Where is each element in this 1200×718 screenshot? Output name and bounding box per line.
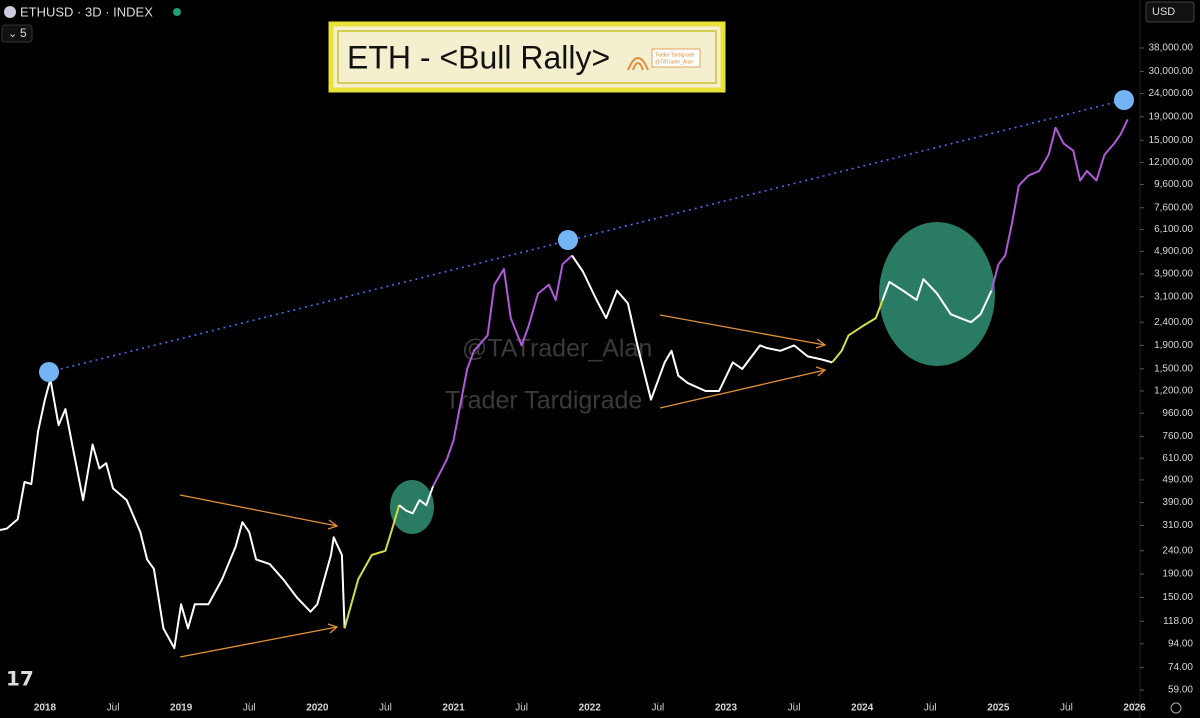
status-dot [173,8,181,16]
y-tick-label: 19,000.00 [1149,111,1194,122]
y-tick-label: 960.00 [1162,408,1193,419]
y-tick-label: 390.00 [1162,497,1193,508]
touch-points [39,90,1134,382]
y-tick-label: 118.00 [1163,616,1193,627]
y-tick-label: 3,100.00 [1154,291,1193,302]
y-tick-label: 6,100.00 [1154,224,1193,235]
interval: 5 [20,26,27,40]
x-tick-label: 2023 [715,703,738,714]
series-layer [0,118,1129,650]
currency: USD [1152,6,1175,18]
logo-text: @TATrader_Alan [655,59,693,65]
symbol-icon [4,6,16,18]
y-tick-label: 240.00 [1162,545,1193,556]
chart-title: ETH - <Bull Rally> [347,39,610,75]
price-line [831,299,884,364]
watermark: @TATrader_Alan [462,335,652,363]
logo: Trader Tardigrade @TATrader_Alan [627,48,701,71]
title-box-inner [337,30,717,84]
x-tick-label: 2020 [306,703,329,714]
y-tick-label: 24,000.00 [1149,88,1194,99]
y-tick-label: 15,000.00 [1149,135,1194,146]
x-tick-label: Jul [107,703,120,714]
y-tick-label: 150.00 [1162,592,1193,603]
y-tick-label: 30,000.00 [1149,66,1194,77]
y-tick-label: 3,900.00 [1154,269,1193,280]
y-tick-label: 9,600.00 [1154,179,1193,190]
arrows [179,314,827,658]
y-tick-label: 94.00 [1168,638,1193,649]
trendline [48,99,1125,373]
x-tick-label: Jul [788,703,801,714]
price-line [398,485,435,515]
y-tick-label: 2,400.00 [1154,317,1193,328]
y-tick-label: 1,200.00 [1154,386,1193,397]
x-tick-label: 2019 [170,703,193,714]
x-tick-label: Jul [243,703,256,714]
x-tick-label: 2025 [987,703,1010,714]
currency-box[interactable] [1145,1,1195,23]
y-tick-label: 38,000.00 [1149,43,1194,54]
y-tick-label: 59.00 [1168,685,1193,696]
y-tick-label: 310.00 [1162,520,1193,531]
price-line [571,254,833,401]
y-tick-label: 74.00 [1168,662,1193,673]
y-tick-label: 610.00 [1162,453,1193,464]
x-tick-label: Jul [1060,703,1073,714]
settings-icon[interactable] [1170,702,1182,714]
interval-box[interactable] [1,24,33,43]
x-tick-label: 2024 [851,703,874,714]
x-tick-label: Jul [379,703,392,714]
y-tick-label: 1,900.00 [1154,340,1193,351]
y-tick-label: 490.00 [1162,475,1193,486]
y-tick-label: 190.00 [1162,569,1193,580]
logo-text: Trader Tardigrade [655,52,695,58]
x-tick-label: 2018 [34,703,57,714]
x-tick-label: 2021 [442,703,465,714]
x-tick-label: Jul [515,703,528,714]
y-tick-label: 12,000.00 [1149,157,1194,168]
price-line [343,504,401,629]
x-tick-label: 2022 [579,703,602,714]
price-line [0,378,346,650]
x-tick-label: Jul [924,703,937,714]
highlight-circle [390,480,434,534]
y-tick-label: 1,500.00 [1154,363,1193,374]
interval-chevron: ⌄ [8,28,17,40]
plot-layer: 38,000.00 30,000.00 24,000.00 19,000.00 15,0… [34,0,1194,718]
price-line [432,254,573,487]
symbol[interactable]: ETHUSD · 3D · INDEX [20,4,153,19]
y-tick-label: 760.00 [1162,431,1193,442]
price-line [881,278,993,324]
tv-logo: 𝟭𝟳 [6,668,34,690]
y-tick-label: 7,600.00 [1154,202,1193,213]
x-tick-label: Jul [651,703,664,714]
x-tick-label: 2026 [1123,703,1146,714]
price-line [990,118,1129,291]
watermark: Trader Tardigrade [445,387,642,415]
y-tick-label: 4,900.00 [1154,246,1193,257]
